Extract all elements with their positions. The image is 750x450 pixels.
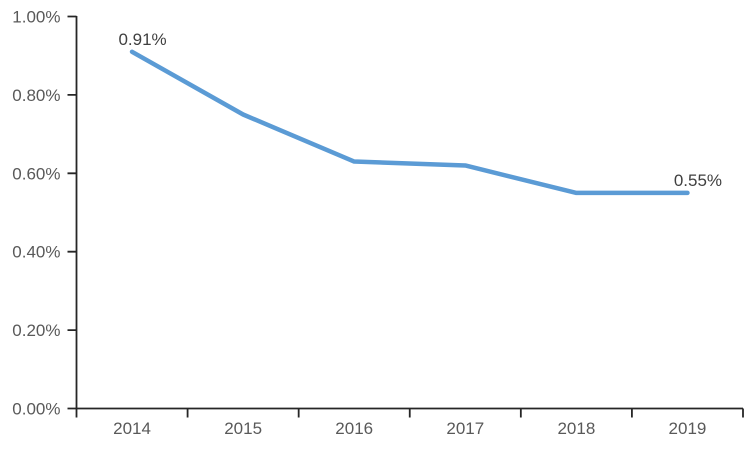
y-axis-tick-label: 0.00% bbox=[12, 400, 60, 419]
y-axis-tick-label: 0.20% bbox=[12, 321, 60, 340]
x-axis-tick-label: 2014 bbox=[113, 419, 151, 438]
axes-and-ticks bbox=[67, 15, 744, 418]
x-axis-tick-label: 2017 bbox=[446, 419, 484, 438]
y-axis-tick-label: 0.40% bbox=[12, 243, 60, 262]
data-line-series bbox=[129, 49, 690, 196]
y-axis-tick-label: 1.00% bbox=[12, 8, 60, 27]
x-axis-tick-label: 2018 bbox=[557, 419, 595, 438]
x-axis-tick-label: 2015 bbox=[224, 419, 262, 438]
y-axis-tick-label: 0.60% bbox=[12, 164, 60, 183]
x-axis-tick-label: 2016 bbox=[335, 419, 373, 438]
data-point-label: 0.91% bbox=[118, 30, 166, 49]
x-axis-tick-label: 2019 bbox=[669, 419, 707, 438]
y-axis-tick-label: 0.80% bbox=[12, 86, 60, 105]
data-point-label: 0.55% bbox=[674, 171, 722, 190]
